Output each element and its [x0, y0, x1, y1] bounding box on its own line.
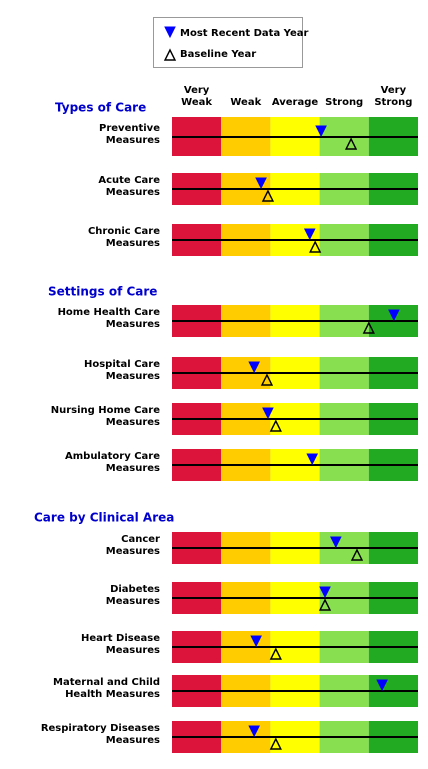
row-label: Hospital Care	[84, 359, 160, 370]
recent-marker	[330, 536, 342, 549]
baseline-marker	[344, 137, 358, 150]
row-label: Measures	[106, 371, 160, 382]
baseline-marker	[260, 373, 274, 386]
recent-marker	[315, 125, 327, 138]
baseline-marker	[269, 737, 282, 750]
baseline-marker	[163, 48, 177, 61]
band-label: Average	[272, 97, 319, 108]
recent-marker	[388, 309, 400, 322]
row-label: Measures	[106, 735, 160, 746]
band-label: Very	[184, 85, 210, 96]
legend-label: Most Recent Data Year	[180, 28, 309, 39]
row-label: Health Measures	[65, 689, 160, 700]
recent-marker	[164, 26, 176, 39]
baseline-marker	[269, 647, 282, 660]
baseline-marker	[261, 189, 275, 202]
row-label: Measures	[106, 546, 160, 557]
row-label: Respiratory Diseases	[41, 723, 160, 734]
row-label: Measures	[106, 596, 160, 607]
recent-marker	[376, 679, 388, 692]
group-title: Settings of Care	[48, 285, 157, 299]
row-label: Cancer	[121, 534, 160, 545]
recent-marker	[248, 361, 260, 374]
row-label: Chronic Care	[88, 226, 160, 237]
legend-box	[153, 17, 303, 68]
band-label: Very	[381, 85, 407, 96]
row-label: Maternal and Child	[53, 677, 160, 688]
baseline-marker	[309, 240, 322, 253]
row-label: Measures	[106, 319, 160, 330]
recent-marker	[248, 725, 260, 738]
baseline-marker	[269, 419, 282, 432]
baseline-marker	[318, 598, 332, 611]
row-label: Measures	[106, 645, 160, 656]
row-label: Measures	[106, 187, 160, 198]
band-label: Strong	[374, 97, 412, 108]
recent-marker	[319, 586, 331, 599]
row-label: Preventive	[99, 123, 160, 134]
band-label: Weak	[230, 97, 261, 108]
recent-marker	[303, 228, 316, 241]
recent-marker	[306, 453, 319, 466]
row-label: Measures	[106, 417, 160, 428]
row-label: Acute Care	[98, 175, 160, 186]
legend-label: Baseline Year	[180, 49, 256, 60]
group-title: Care by Clinical Area	[34, 511, 174, 525]
band-label: Strong	[325, 97, 363, 108]
baseline-marker	[362, 321, 375, 334]
row-label: Nursing Home Care	[51, 405, 161, 416]
row-label: Diabetes	[110, 584, 160, 595]
recent-marker	[255, 177, 267, 190]
row-label: Measures	[106, 135, 160, 146]
row-label: Measures	[106, 463, 160, 474]
baseline-marker	[350, 548, 364, 561]
recent-marker	[262, 407, 274, 420]
row-label: Ambulatory Care	[65, 451, 160, 462]
row-label: Home Health Care	[58, 307, 161, 318]
band-label: Weak	[181, 97, 212, 108]
group-title: Types of Care	[55, 101, 146, 115]
row-label: Measures	[106, 238, 160, 249]
recent-marker	[250, 635, 262, 648]
row-label: Heart Disease	[81, 633, 160, 644]
